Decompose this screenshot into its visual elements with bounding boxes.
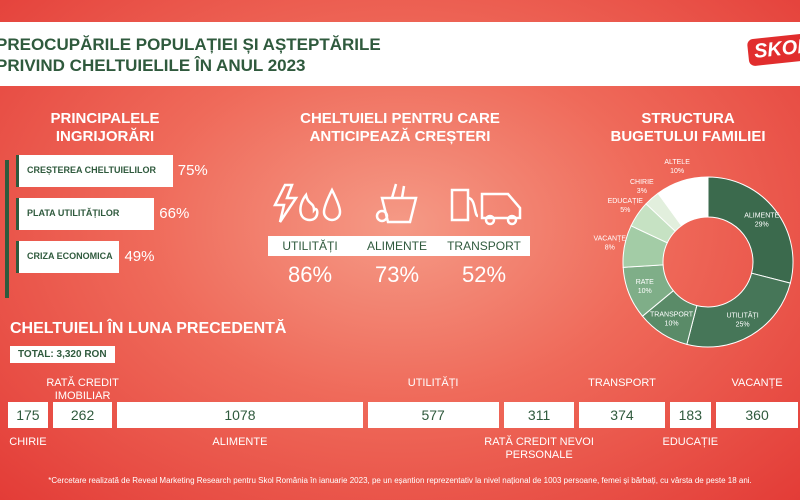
donut: ALIMENTE 29% UTILITĂȚI 25% TRANSPORT 10% RATE 1…	[593, 159, 794, 348]
bar-label: CRIZA ECONOMICA	[27, 251, 113, 261]
category-label: ALIMENTE	[366, 239, 427, 253]
bar: CREȘTEREA CHELTUIELILOR	[16, 155, 173, 187]
title-line: PREOCUPĂRILE POPULAȚIEI ȘI AȘTEPTĂRILE	[0, 35, 381, 54]
stat-value: 86%	[287, 262, 333, 287]
segment: 175	[8, 402, 48, 428]
icon-pump	[450, 188, 470, 222]
value-label: 49%	[124, 248, 155, 265]
icon-van	[480, 192, 522, 220]
segment-label: UTILITĂȚI	[407, 377, 459, 389]
slice-label: VACANȚE	[593, 235, 626, 242]
segment-label: ALIMENTE	[212, 436, 268, 448]
header-band	[0, 22, 800, 86]
icon-apple	[375, 209, 389, 223]
slice-value: 29%	[755, 221, 769, 228]
segment-label: TRANSPORT	[588, 377, 656, 389]
segment-label: EDUCAȚIE	[662, 436, 719, 448]
slice-label: TRANSPORT	[650, 311, 694, 318]
slice-label: ALTELE	[664, 159, 690, 166]
slice-value: 10%	[670, 168, 684, 175]
icon-bolt	[272, 183, 299, 223]
slice-value: 5%	[620, 207, 630, 214]
total-label: TOTAL: 3,320 RON	[10, 346, 115, 363]
segment: 374	[579, 402, 665, 428]
segment: 1078	[117, 402, 363, 428]
slice-label: RATE	[636, 279, 654, 286]
bar-label: PLATA UTILITĂȚILOR	[27, 208, 120, 218]
header-title: PREOCUPĂRILE POPULAȚIEI ȘI AȘTEPTĂRILE P…	[0, 34, 381, 76]
donut-slice	[707, 176, 794, 284]
section-title: INGRIJORĂRI	[55, 128, 155, 145]
icon-wheel	[506, 214, 518, 226]
icons	[272, 183, 522, 226]
slice-label: ALIMENTE	[744, 212, 779, 219]
slice-label: CHIRIE	[630, 179, 654, 186]
section-title: CHELTUIELI PENTRU CARE	[300, 110, 500, 127]
footnote: *Cercetare realizată de Reveal Marketing…	[48, 476, 752, 485]
segment: 262	[52, 402, 113, 428]
value-label: 75%	[177, 162, 208, 179]
segment-label: RATĂ CREDIT IMOBILIAR	[46, 377, 119, 402]
slice-value: 10%	[638, 288, 652, 295]
section-title: CHELTUIELI ÎN LUNA PRECEDENTĂ	[10, 320, 287, 337]
section-title: PRINCIPALELE	[50, 110, 160, 127]
icon-flame	[299, 192, 319, 222]
section-title: BUGETULUI FAMILIEI	[610, 128, 766, 145]
section-title: ANTICIPEAZĂ CREȘTERI	[309, 128, 491, 145]
segment: 311	[503, 402, 575, 428]
segment-label: VACANȚE	[731, 377, 783, 389]
category-label: UTILITĂȚI	[282, 239, 338, 253]
bar-label: CREȘTEREA CHELTUIELILOR	[27, 165, 157, 175]
bar: CRIZA ECONOMICA	[16, 241, 120, 273]
segment-label: RATĂ CREDIT NEVOI PERSONALE	[484, 436, 594, 461]
slice-label: EDUCAȚIE	[608, 198, 644, 205]
donut-slice	[686, 272, 791, 348]
category-label: TRANSPORT	[447, 239, 521, 253]
slice-value: 8%	[605, 244, 615, 251]
label-band	[268, 236, 530, 256]
segment: 360	[716, 402, 798, 428]
bar: PLATA UTILITĂȚILOR	[16, 198, 155, 230]
segment: 183	[669, 402, 712, 428]
slice-value: 10%	[665, 320, 679, 327]
icon-wheel	[484, 214, 496, 226]
accent-bar	[5, 160, 9, 298]
donut-slice	[657, 176, 709, 227]
slice-label: UTILITĂȚI	[726, 311, 758, 320]
slice-value: 25%	[736, 322, 750, 329]
icon-hose	[467, 196, 479, 218]
slice-value: 3%	[637, 188, 647, 195]
segment-label: CHIRIE	[9, 436, 47, 448]
icon-drop	[322, 187, 342, 222]
stat-value: 52%	[461, 262, 507, 287]
icon-veg	[390, 183, 406, 199]
segment: 577	[367, 402, 499, 428]
title-line: PRIVIND CHELTUIELILE ÎN ANUL 2023	[0, 56, 306, 75]
section-title: STRUCTURA	[641, 110, 735, 127]
value-label: 66%	[159, 205, 190, 222]
stat-value: 73%	[374, 262, 420, 287]
